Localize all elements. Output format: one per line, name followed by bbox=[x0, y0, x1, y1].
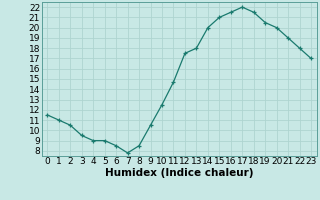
X-axis label: Humidex (Indice chaleur): Humidex (Indice chaleur) bbox=[105, 168, 253, 178]
